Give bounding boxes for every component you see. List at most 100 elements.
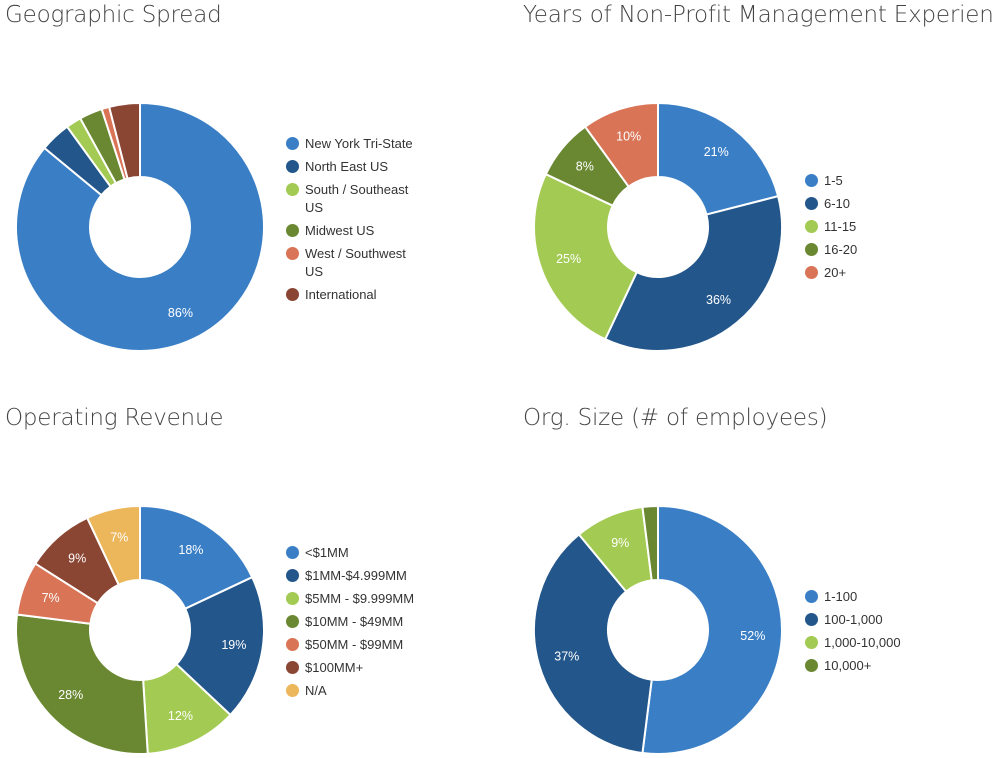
chart-legend: <$1MM $1MM-$4.999MM $5MM - $9.999MM $10MM -…	[286, 544, 426, 705]
legend-swatch	[805, 613, 818, 626]
data-label: 10%	[616, 130, 641, 144]
legend-item: International	[286, 286, 416, 304]
legend-item: 6-10	[805, 195, 925, 213]
legend-label: $1MM-$4.999MM	[305, 568, 407, 583]
chart-title: Operating Revenue	[5, 405, 224, 431]
chart-legend: New York Tri-State North East US South / S…	[286, 135, 416, 309]
legend-label: 1-5	[824, 173, 843, 188]
legend-label: 100-1,000	[824, 612, 883, 627]
legend-swatch	[286, 160, 299, 173]
legend-swatch	[286, 224, 299, 237]
data-label: 7%	[42, 591, 60, 605]
legend-label: North East US	[305, 159, 389, 174]
legend-item: 10,000+	[805, 657, 925, 675]
chart-title: Geographic Spread	[5, 2, 222, 28]
data-label: 52%	[740, 629, 765, 643]
legend-swatch	[286, 615, 299, 628]
data-label: 25%	[556, 252, 581, 266]
legend-swatch	[286, 137, 299, 150]
legend-swatch	[805, 636, 818, 649]
chart-legend: 1-5 6-10 11-15 16-20 20+	[805, 172, 925, 287]
legend-item: $5MM - $9.999MM	[286, 590, 426, 608]
legend-item: 11-15	[805, 218, 925, 236]
legend-label: $10MM - $49MM	[305, 614, 404, 629]
slice-1-100	[641, 504, 783, 755]
slice-new-york-tri-state	[15, 101, 265, 352]
slice-international	[107, 101, 141, 180]
legend-swatch	[286, 183, 299, 196]
legend-swatch	[805, 243, 818, 256]
slice-10mm-49mm	[15, 613, 149, 755]
data-label: 12%	[168, 709, 193, 723]
slice-1-5	[657, 101, 780, 216]
legend-swatch	[286, 569, 299, 582]
legend-item: 1,000-10,000	[805, 634, 925, 652]
slice-n-a	[85, 504, 141, 587]
data-label: 37%	[554, 650, 579, 664]
legend-item: 1-100	[805, 588, 925, 606]
legend-item: North East US	[286, 158, 416, 176]
legend-item: New York Tri-State	[286, 135, 416, 153]
donut-chart: 18% 19% 12% 28% 7% 9% 7%	[15, 504, 265, 755]
legend-item: South / Southeast US	[286, 181, 416, 217]
donut-chart: 52% 37% 9%	[533, 504, 783, 755]
legend-item: $10MM - $49MM	[286, 613, 426, 631]
slice-11-15	[533, 172, 639, 341]
data-label: 18%	[178, 543, 203, 557]
legend-item: 1-5	[805, 172, 925, 190]
data-label: 19%	[221, 638, 246, 652]
data-label: 28%	[58, 688, 83, 702]
legend-label: Midwest US	[305, 223, 375, 238]
legend-item: 100-1,000	[805, 611, 925, 629]
legend-label: 16-20	[824, 242, 858, 257]
legend-label: $5MM - $9.999MM	[305, 591, 415, 606]
donut-chart: 21% 36% 25% 8% 10%	[533, 101, 783, 352]
legend-swatch	[286, 288, 299, 301]
slice-20	[583, 101, 659, 188]
legend-swatch	[286, 546, 299, 559]
legend-label: West / Southwest US	[305, 246, 406, 279]
legend-swatch	[805, 220, 818, 233]
legend-label: New York Tri-State	[305, 136, 413, 151]
legend-swatch	[286, 638, 299, 651]
legend-label: 20+	[824, 265, 847, 280]
legend-label: 11-15	[824, 219, 857, 234]
legend-item: $100MM+	[286, 659, 426, 677]
data-label: 7%	[110, 530, 128, 544]
donut-chart: 86%	[15, 101, 265, 352]
legend-item: West / Southwest US	[286, 245, 416, 281]
legend-label: $100MM+	[305, 660, 364, 675]
legend-swatch	[805, 174, 818, 187]
slice-1mm	[139, 504, 254, 611]
chart-title: Org. Size (# of employees)	[523, 405, 828, 431]
legend-label: International	[305, 287, 377, 302]
legend-swatch	[286, 684, 299, 697]
legend-label: $50MM - $99MM	[305, 637, 404, 652]
legend-label: 1,000-10,000	[824, 635, 901, 650]
legend-swatch	[286, 661, 299, 674]
legend-label: <$1MM	[305, 545, 349, 560]
chart-title: Years of Non-Profit Management Experienc…	[523, 2, 995, 28]
chart-legend: 1-100 100-1,000 1,000-10,000 10,000+	[805, 588, 925, 680]
legend-label: South / Southeast US	[305, 182, 409, 215]
data-label: 9%	[611, 536, 629, 550]
legend-label: 6-10	[824, 196, 851, 211]
legend-label: 1-100	[824, 589, 858, 604]
legend-item: $50MM - $99MM	[286, 636, 426, 654]
legend-swatch	[286, 592, 299, 605]
legend-item: $1MM-$4.999MM	[286, 567, 426, 585]
data-label: 9%	[68, 552, 86, 566]
legend-swatch	[805, 197, 818, 210]
slice-100-1-000	[533, 533, 653, 755]
data-label: 8%	[576, 159, 594, 173]
legend-item: 20+	[805, 264, 925, 282]
legend-swatch	[805, 590, 818, 603]
legend-swatch	[286, 247, 299, 260]
legend-item: <$1MM	[286, 544, 426, 562]
data-label: 86%	[168, 306, 193, 320]
slice-6-10	[603, 194, 783, 352]
legend-swatch	[805, 266, 818, 279]
data-label: 36%	[706, 293, 731, 307]
legend-swatch	[805, 659, 818, 672]
legend-item: Midwest US	[286, 222, 416, 240]
